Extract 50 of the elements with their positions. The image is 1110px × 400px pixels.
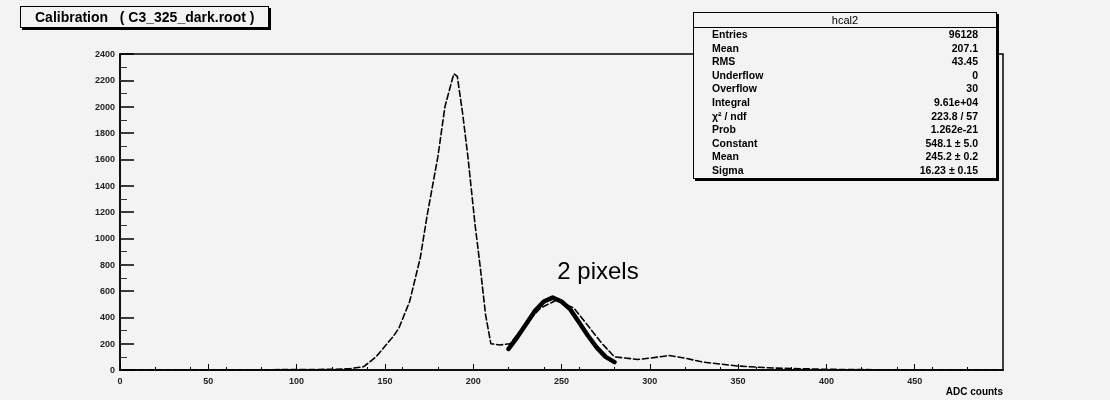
- x-tick-label: 50: [203, 375, 214, 386]
- y-tick-label: 1000: [94, 233, 115, 244]
- x-tick-label: 0: [117, 375, 123, 386]
- annotation: 245.2 ± 0.2: [924, 150, 979, 164]
- annotation: Constant: [711, 136, 759, 151]
- annotation: Mean: [711, 150, 740, 164]
- y-tick-label: 2400: [94, 49, 115, 59]
- text: 207.1: [951, 41, 978, 54]
- y-tick-label: 1200: [94, 207, 115, 217]
- x-tick-label: 150: [377, 375, 393, 386]
- y-tick-label: 2000: [94, 101, 115, 112]
- annotation: Integral: [711, 95, 751, 110]
- annotation: 16.23 ± 0.15: [918, 163, 979, 178]
- x-tick-label: 350: [730, 375, 746, 386]
- y-tick-label: 800: [99, 259, 115, 270]
- annotation: Underflow: [711, 68, 765, 83]
- y-tick-label: 600: [99, 286, 115, 296]
- annotation: 548.1 ± 5.0: [924, 136, 979, 151]
- line-series: [506, 295, 617, 365]
- text: 96128: [948, 28, 978, 40]
- x-tick-label: 200: [465, 375, 481, 386]
- text: Mean: [712, 41, 739, 54]
- annotation: Overflow: [711, 82, 758, 96]
- x-tick-label: 300: [642, 375, 658, 386]
- x-tick-label: 450: [907, 375, 923, 386]
- y-tick-label: 1400: [94, 180, 115, 191]
- annotation: 0: [971, 68, 979, 83]
- annotation: 30: [965, 82, 979, 96]
- annotation: RMS: [711, 55, 737, 69]
- annotation: Sigma: [711, 163, 745, 178]
- x-tick-label: 400: [818, 375, 834, 386]
- annotation: χ² / ndf: [711, 109, 748, 124]
- annotation: 2 pixels: [557, 256, 639, 284]
- y-tick-label: 0: [109, 365, 115, 375]
- y-tick-label: 200: [99, 338, 115, 349]
- y-tick-label: 1800: [94, 128, 115, 138]
- annotation: 43.45: [950, 55, 979, 69]
- y-tick-label: 2200: [94, 75, 115, 86]
- annotation: 223.8 / 57: [930, 109, 979, 124]
- text: hcal2: [831, 14, 859, 26]
- chart-title: Calibration ( C3_325_dark.root ): [20, 6, 270, 28]
- annotation: 9.61e+04: [932, 95, 979, 110]
- x-tick-label: 250: [553, 375, 570, 386]
- y-tick-label: 400: [99, 312, 115, 323]
- y-tick-label: 1600: [94, 154, 115, 165]
- x-axis-title: ADC counts: [945, 385, 1004, 397]
- annotation: Prob: [711, 123, 737, 137]
- text: Entries: [712, 28, 748, 40]
- annotation: 1.262e-21: [929, 123, 979, 137]
- x-tick-label: 100: [289, 375, 305, 386]
